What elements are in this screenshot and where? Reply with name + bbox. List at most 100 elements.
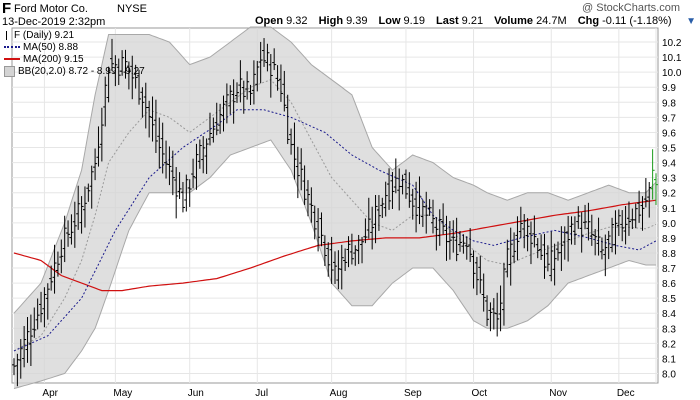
- price-bar: [376, 195, 381, 231]
- y-tick-label: 9.9: [662, 83, 676, 94]
- price-bar: [59, 239, 64, 274]
- price-bar: [35, 298, 40, 330]
- low-value: 9.19: [403, 15, 425, 27]
- x-tick-label: Oct: [472, 388, 488, 399]
- bollinger-swatch: [4, 66, 15, 77]
- last-label: Last: [436, 15, 459, 27]
- legend-label: F (Daily) 9.21: [14, 30, 75, 41]
- y-tick-label: 9.0: [662, 219, 676, 230]
- price-bar: [393, 158, 398, 194]
- price-bar: [194, 143, 199, 190]
- price-bar: [292, 122, 297, 180]
- price-bar: [49, 265, 54, 291]
- price-bar: [197, 139, 202, 169]
- price-bar: [137, 69, 142, 105]
- x-tick-label: Apr: [42, 388, 58, 399]
- price-bar: [211, 117, 216, 143]
- y-tick-label: 8.6: [662, 279, 676, 290]
- price-bar: [633, 203, 638, 229]
- ticker-symbol: F: [2, 0, 12, 17]
- price-bar: [360, 236, 365, 264]
- price-bar: [647, 182, 652, 218]
- legend-item-ma50: MA(50) 8.88: [4, 42, 78, 54]
- price-bar: [72, 201, 77, 248]
- price-bar: [305, 180, 310, 217]
- x-tick-label: Jul: [255, 388, 268, 399]
- bollinger-lower-line: [13, 139, 656, 389]
- price-bar: [458, 231, 463, 252]
- price-bar: [79, 196, 84, 234]
- price-bar: [640, 196, 645, 231]
- y-tick-label: 8.5: [662, 294, 676, 305]
- price-bar: [414, 181, 419, 233]
- price-bar: [380, 197, 385, 219]
- price-bar: [427, 199, 432, 216]
- price-bar: [610, 217, 615, 253]
- price-bar: [113, 55, 118, 87]
- price-bar: [650, 149, 655, 200]
- price-bar: [481, 273, 486, 312]
- price-bar: [599, 237, 604, 260]
- price-bar: [495, 292, 500, 337]
- price-bar: [235, 82, 240, 103]
- price-bar: [366, 197, 371, 239]
- price-bar: [569, 216, 574, 245]
- price-bar: [282, 70, 287, 112]
- price-bar: [164, 140, 169, 179]
- y-tick-label: 8.3: [662, 324, 676, 335]
- price-bar: [424, 191, 429, 234]
- chevron-down-icon[interactable]: ▼: [686, 16, 696, 27]
- price-bar: [583, 204, 588, 230]
- y-tick-label: 9.4: [662, 159, 676, 170]
- price-bar: [106, 66, 111, 103]
- price-bar: [153, 99, 158, 154]
- bollinger-upper-line: [13, 26, 657, 314]
- price-bar: [109, 38, 114, 71]
- y-tick-label: 9.3: [662, 174, 676, 185]
- price-bar: [39, 291, 44, 323]
- price-bar: [589, 214, 594, 246]
- price-bar: [349, 233, 354, 265]
- price-bar: [116, 58, 121, 86]
- price-bar: [356, 234, 361, 265]
- y-tick-label: 10.1: [662, 53, 682, 64]
- price-bar: [593, 229, 598, 256]
- company-name: Ford Motor Co.: [14, 3, 88, 15]
- y-tick-label: 9.1: [662, 204, 676, 215]
- price-bar: [228, 85, 233, 115]
- y-tick-label: 8.0: [662, 369, 676, 380]
- ohlc-summary: Open 9.32 High 9.39 Low 9.19 Last 9.21 Volum…: [255, 15, 680, 27]
- price-bar: [76, 185, 81, 230]
- price-bar: [255, 60, 260, 92]
- price-bar: [586, 202, 591, 241]
- price-bar: [241, 80, 246, 114]
- price-bar: [525, 218, 530, 252]
- high-label: High: [318, 15, 344, 27]
- price-bar: [285, 94, 290, 145]
- price-bar: [643, 178, 648, 208]
- price-bar: [461, 234, 466, 254]
- price-bar: [147, 100, 152, 138]
- ma50-line: [13, 109, 657, 352]
- price-bar: [535, 238, 540, 259]
- price-bar: [191, 158, 196, 189]
- price-bar: [123, 49, 128, 79]
- price-bar: [390, 171, 395, 209]
- exchange-name: NYSE: [117, 3, 147, 15]
- price-bar: [177, 172, 182, 199]
- price-bar: [606, 230, 611, 260]
- price-bar: [505, 239, 510, 278]
- last-value: 9.21: [461, 15, 484, 27]
- price-bar: [407, 172, 412, 208]
- price-bar: [99, 107, 104, 162]
- price-bar: [133, 64, 138, 89]
- bollinger-middle-line: [13, 79, 657, 352]
- price-bar: [572, 216, 577, 245]
- price-bar: [295, 146, 300, 199]
- price-bar: [120, 50, 125, 76]
- ma200-line: [13, 199, 657, 292]
- y-tick-label: 8.1: [662, 354, 676, 365]
- price-bar: [498, 285, 503, 332]
- price-bar: [319, 212, 324, 247]
- price-bar: [603, 234, 608, 277]
